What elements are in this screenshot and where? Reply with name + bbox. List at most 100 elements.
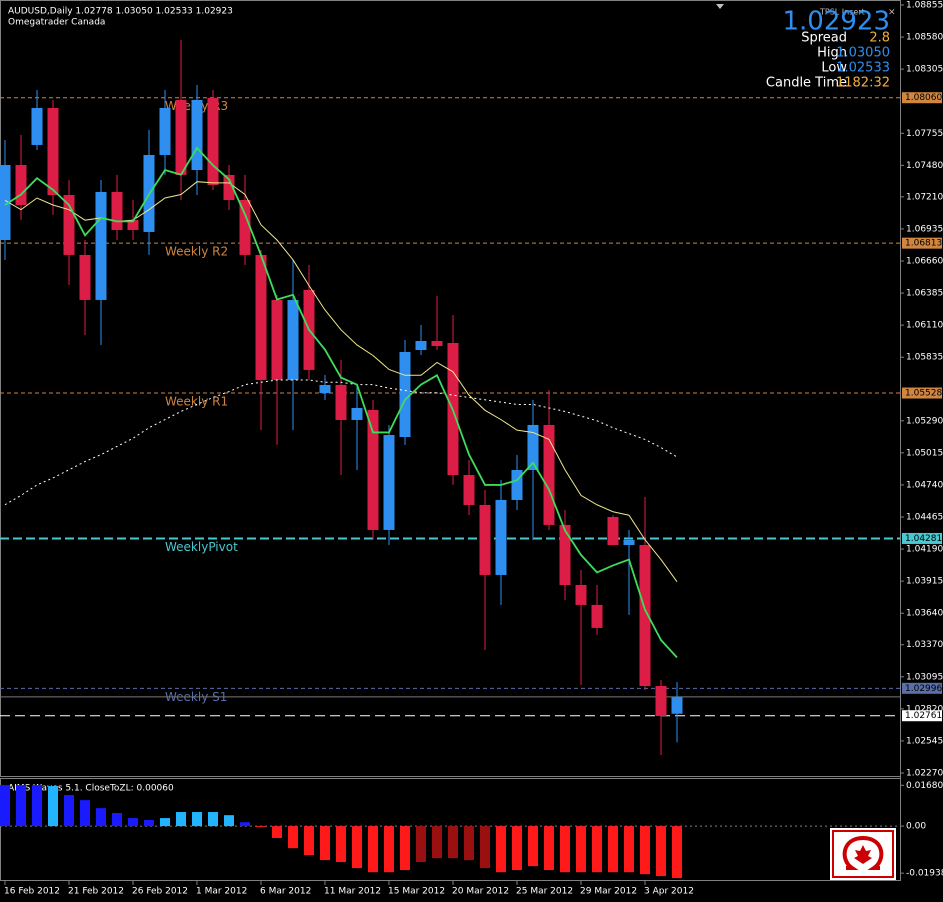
histogram-bar (256, 826, 266, 828)
histogram-bar (544, 826, 554, 871)
histogram-bar (640, 826, 650, 875)
candle-body (415, 341, 427, 350)
candle-body (239, 200, 251, 255)
histogram-bar (64, 795, 74, 827)
info-value: 1182:32 (836, 76, 890, 91)
y-tick-label: 1.03095 (906, 672, 943, 682)
y-tick-label: 0.00 (906, 822, 926, 832)
candle-body (207, 97, 219, 185)
candle-body (79, 254, 91, 300)
info-label: High (817, 46, 847, 61)
histogram-bar (32, 785, 42, 827)
histogram-bar (432, 826, 442, 859)
candle-body (335, 384, 347, 420)
candle-body (543, 424, 555, 525)
histogram-bar (80, 800, 90, 827)
histogram-bar (528, 826, 538, 867)
histogram-bar (112, 812, 122, 827)
y-tick-label: 1.05015 (906, 448, 943, 458)
y-tick-label: 1.08580 (906, 33, 943, 43)
x-tick-label: 20 Mar 2012 (452, 887, 509, 897)
y-tick-label: 1.07755 (906, 129, 943, 139)
candle-body (399, 351, 411, 437)
level-label-box (902, 682, 942, 694)
level-label: 1.04281 (905, 534, 942, 544)
histogram-bar (320, 826, 330, 861)
info-value: 2.8 (869, 31, 890, 46)
candle-body (351, 407, 363, 420)
level-label-box (902, 532, 942, 544)
candle-body (15, 165, 27, 206)
histogram-bar (288, 826, 298, 849)
histogram-bar (352, 826, 362, 869)
candle-body (479, 504, 491, 575)
histogram-bar (656, 826, 666, 877)
histogram-bar (272, 826, 282, 838)
info-label: Spread (801, 31, 847, 46)
level-label: 1.05528 (905, 389, 942, 399)
moving-average (4, 379, 678, 506)
x-tick-label: 15 Mar 2012 (388, 887, 445, 897)
candle-body (671, 696, 683, 714)
candle-body (367, 409, 379, 530)
y-tick-label: 1.06660 (906, 257, 943, 267)
candle-body (127, 219, 139, 230)
candle-body (575, 584, 587, 605)
x-tick-label: 16 Feb 2012 (4, 887, 60, 897)
x-tick-label: 29 Mar 2012 (580, 887, 637, 897)
chart-title: AUDUSD,Daily 1.02778 1.03050 1.02533 1.0… (8, 7, 233, 17)
y-tick-label: 1.03640 (906, 609, 943, 619)
candle-body (63, 194, 75, 255)
candle-body (559, 524, 571, 585)
candle-body (591, 604, 603, 628)
histogram-bar (672, 826, 682, 879)
x-tick-label: 21 Feb 2012 (68, 887, 124, 897)
level-label-box (902, 92, 942, 104)
candle-body (255, 254, 267, 380)
level-label: 1.02996 (905, 684, 942, 694)
level-name: WeeklyPivot (165, 540, 238, 554)
close-icon[interactable]: × (888, 8, 896, 18)
level-label-box (902, 237, 942, 249)
x-tick-label: 11 Mar 2012 (324, 887, 381, 897)
logo-leaf (854, 845, 872, 864)
histogram-bar (192, 812, 202, 827)
x-tick-label: 26 Feb 2012 (132, 887, 188, 897)
y-tick-label: 1.05835 (906, 353, 943, 363)
candle-body (607, 517, 619, 545)
y-tick-label: 1.08855 (906, 1, 943, 11)
panel-label[interactable]: TPSL Insert (819, 8, 865, 17)
x-tick-label: 25 Mar 2012 (516, 887, 573, 897)
histogram-bar (304, 826, 314, 855)
candle-body (495, 499, 507, 575)
histogram-bar (624, 826, 634, 873)
level-name: Weekly R1 (165, 395, 228, 409)
candle-body (31, 107, 43, 145)
histogram-bar (176, 812, 186, 827)
logo-border (832, 830, 894, 878)
histogram-bar (480, 826, 490, 869)
candle-body (0, 165, 11, 241)
level-label: 1.06813 (905, 239, 942, 249)
histogram-bar (368, 826, 378, 873)
candle-body (191, 99, 203, 171)
candle-body (95, 191, 107, 300)
histogram-bar (400, 826, 410, 871)
y-tick-label: 1.07480 (906, 161, 943, 171)
shift-marker (716, 4, 724, 9)
y-tick-label: 1.02545 (906, 736, 943, 746)
candle-body (431, 341, 443, 347)
logo-omega (842, 835, 884, 870)
histogram-bar (144, 820, 154, 827)
candle-body (223, 174, 235, 201)
histogram-bar (48, 786, 58, 827)
histogram-bar (160, 818, 170, 827)
x-tick-label: 1 Mar 2012 (196, 887, 247, 897)
candle-body (383, 435, 395, 530)
y-tick-label: -0.01938 (906, 869, 943, 879)
x-tick-label: 3 Apr 2012 (644, 887, 694, 897)
histogram-bar (336, 826, 346, 863)
candle-body (271, 299, 283, 380)
